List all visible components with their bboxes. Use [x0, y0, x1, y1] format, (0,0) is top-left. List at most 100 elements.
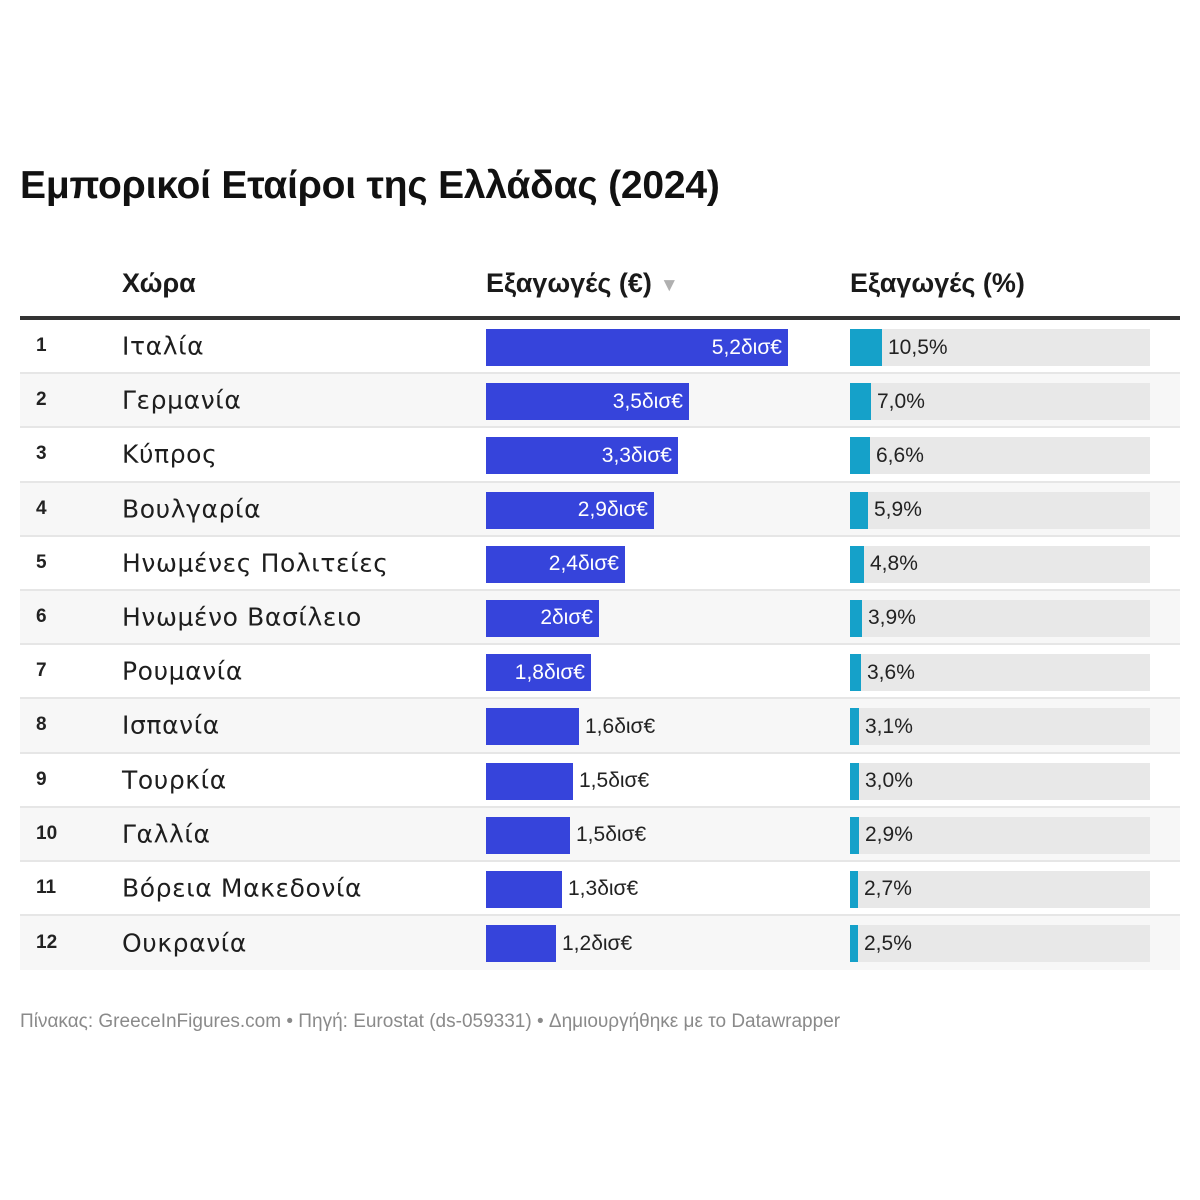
exports-value-label: 2,4δισ€	[548, 552, 619, 576]
share-bar-fill	[850, 545, 864, 583]
exports-bar-cell: 1,8δισ€	[486, 654, 816, 692]
row-rank: 7	[36, 660, 47, 682]
share-bar-fill	[850, 599, 862, 637]
exports-bar	[486, 708, 579, 746]
share-value-label: 2,9%	[865, 823, 913, 847]
share-bar-fill	[850, 437, 870, 475]
row-country: Γαλλία	[122, 819, 211, 849]
row-rank: 4	[36, 497, 47, 519]
row-country: Τουρκία	[122, 765, 227, 795]
exports-bar	[486, 599, 599, 637]
share-bar-track: 10,5%	[850, 329, 1150, 366]
share-bar-fill	[850, 654, 861, 692]
exports-bar-cell: 3,3δισ€	[486, 437, 816, 475]
row-rank: 8	[36, 714, 47, 736]
column-header-exports-eur[interactable]: Εξαγωγές (€) ▼	[486, 268, 679, 299]
exports-bar	[486, 329, 788, 366]
share-value-label: 2,5%	[864, 931, 912, 955]
exports-value-label: 3,5δισ€	[612, 389, 683, 413]
row-rank: 2	[36, 389, 47, 411]
exports-value-label: 1,5δισ€	[579, 769, 650, 792]
share-bar-track: 2,9%	[850, 816, 1150, 854]
exports-bar-cell: 2,4δισ€	[486, 545, 816, 583]
column-header-exports-eur-label: Εξαγωγές (€)	[486, 268, 652, 298]
row-country: Βόρεια Μακεδονία	[122, 873, 363, 903]
share-bar-fill	[850, 708, 859, 746]
exports-value-label: 2,9δισ€	[577, 498, 648, 522]
row-rank: 5	[36, 551, 47, 573]
share-value-label: 3,6%	[867, 660, 915, 684]
share-bar-fill	[850, 870, 858, 908]
row-rank: 1	[36, 335, 47, 357]
share-value-label: 3,0%	[865, 769, 913, 792]
exports-bar-cell: 3,5δισ€	[486, 383, 816, 421]
share-bar-track: 6,6%	[850, 437, 1150, 475]
exports-value-label: 1,6δισ€	[585, 714, 656, 738]
table-row: 10 Γαλλία 1,5δισ€ 2,9%	[20, 807, 1180, 862]
table-row: 9 Τουρκία 1,5δισ€ 3,0%	[20, 753, 1180, 808]
table-row: 12 Ουκρανία 1,2δισ€ 2,5%	[20, 916, 1180, 971]
share-bar-track: 2,5%	[850, 925, 1150, 963]
share-bar-fill	[850, 816, 859, 854]
row-country: Κύπρος	[122, 439, 218, 469]
share-bar-track: 2,7%	[850, 870, 1150, 908]
row-rank: 11	[36, 876, 57, 898]
row-country: Ηνωμένες Πολιτείες	[122, 548, 389, 578]
exports-bar-cell: 5,2δισ€	[486, 329, 816, 366]
row-country: Ουκρανία	[122, 928, 247, 958]
share-value-label: 3,1%	[865, 714, 913, 738]
row-country: Ιταλία	[122, 331, 205, 361]
row-country: Ισπανία	[122, 710, 220, 740]
exports-bar	[486, 437, 678, 475]
exports-bar-cell: 1,2δισ€	[486, 925, 816, 963]
exports-bar	[486, 925, 556, 963]
exports-bar	[486, 491, 654, 529]
table-row: 8 Ισπανία 1,6δισ€ 3,1%	[20, 699, 1180, 754]
table-row: 2 Γερμανία 3,5δισ€ 7,0%	[20, 374, 1180, 429]
share-value-label: 7,0%	[877, 389, 925, 413]
share-bar-track: 3,1%	[850, 708, 1150, 746]
row-country: Ρουμανία	[122, 656, 243, 686]
exports-bar-cell: 2δισ€	[486, 599, 816, 637]
share-value-label: 4,8%	[870, 552, 918, 576]
row-country: Γερμανία	[122, 385, 242, 415]
exports-bar-cell: 1,3δισ€	[486, 870, 816, 908]
exports-value-label: 1,3δισ€	[568, 877, 639, 901]
row-rank: 3	[36, 443, 47, 465]
share-bar-track: 3,0%	[850, 762, 1150, 800]
table-row: 11 Βόρεια Μακεδονία 1,3δισ€ 2,7%	[20, 861, 1180, 917]
share-value-label: 6,6%	[876, 443, 924, 467]
share-value-label: 10,5%	[888, 335, 948, 359]
share-bar-fill	[850, 383, 871, 421]
table-body: 1 Ιταλία 5,2δισ€ 10,5% 2 Γερμανία 3,5δισ€ 7,0% 3…	[20, 320, 1180, 971]
sort-descending-icon[interactable]: ▼	[659, 274, 679, 296]
exports-bar	[486, 383, 689, 421]
chart-title: Εμπορικοί Εταίροι της Ελλάδας (2024)	[20, 164, 720, 207]
share-bar-track: 7,0%	[850, 383, 1150, 421]
table-row: 5 Ηνωμένες Πολιτείες 2,4δισ€ 4,8%	[20, 536, 1180, 591]
data-table: Χώρα Εξαγωγές (€) ▼ Εξαγωγές (%) 1 Ιταλία…	[20, 258, 1180, 971]
exports-bar-cell: 2,9δισ€	[486, 491, 816, 529]
exports-bar	[486, 654, 591, 692]
column-header-country[interactable]: Χώρα	[122, 268, 196, 298]
row-rank: 9	[36, 768, 47, 790]
exports-value-label: 5,2δισ€	[711, 335, 782, 359]
footer-credits: Πίνακας: GreeceInFigures.com • Πηγή: Eur…	[20, 1011, 841, 1032]
share-value-label: 3,9%	[868, 606, 916, 630]
row-country: Ηνωμένο Βασίλειο	[122, 602, 362, 632]
exports-bar-cell: 1,5δισ€	[486, 762, 816, 800]
row-rank: 10	[36, 822, 58, 844]
table-row: 6 Ηνωμένο Βασίλειο 2δισ€ 3,9%	[20, 590, 1180, 646]
table-row: 7 Ρουμανία 1,8δισ€ 3,6%	[20, 645, 1180, 700]
exports-bar-cell: 1,6δισ€	[486, 708, 816, 746]
share-value-label: 5,9%	[874, 498, 922, 522]
share-bar-fill	[850, 329, 882, 366]
exports-bar	[486, 816, 570, 854]
column-header-exports-pct[interactable]: Εξαγωγές (%)	[850, 268, 1025, 298]
exports-bar	[486, 545, 625, 583]
share-bar-track: 4,8%	[850, 545, 1150, 583]
exports-value-label: 1,8δισ€	[514, 660, 585, 684]
table-row: 4 Βουλγαρία 2,9δισ€ 5,9%	[20, 482, 1180, 537]
share-bar-track: 5,9%	[850, 491, 1150, 529]
table-row: 3 Κύπρος 3,3δισ€ 6,6%	[20, 428, 1180, 483]
